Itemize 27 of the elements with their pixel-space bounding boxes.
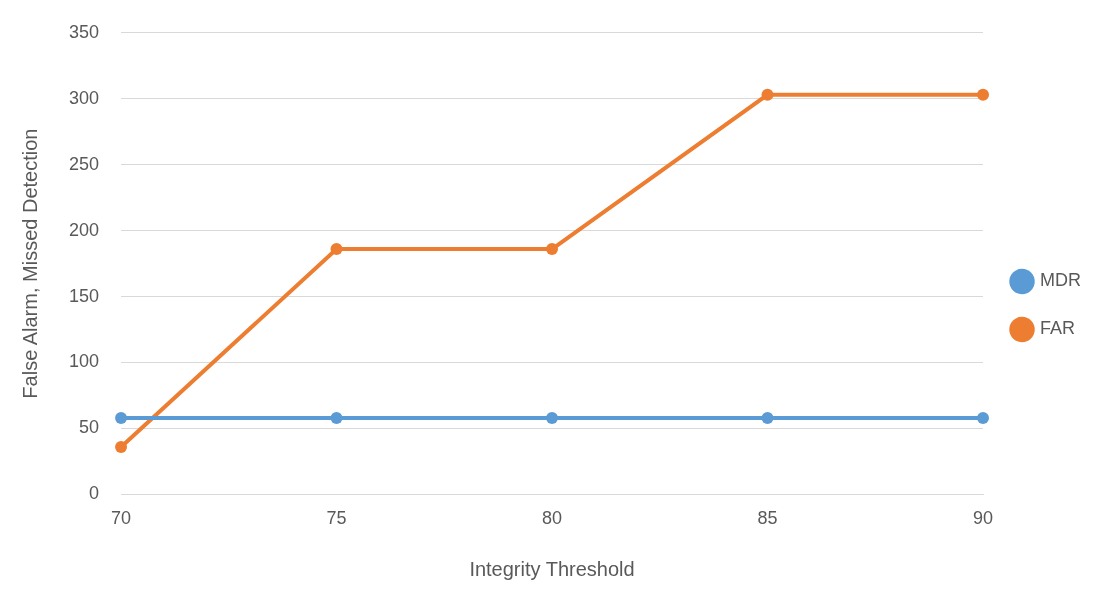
y-tick-label: 200 <box>68 219 100 240</box>
point <box>761 411 774 424</box>
legend-label: MDR <box>1040 270 1082 291</box>
y-tick-label: 50 <box>79 417 100 438</box>
point <box>546 243 559 256</box>
x-axis-title: Integrity Threshold <box>469 557 635 580</box>
x-tick-label: 85 <box>757 508 778 529</box>
y-tick-label: 300 <box>68 87 100 108</box>
y-tick-label: 250 <box>68 153 100 174</box>
point <box>330 243 343 256</box>
y-axis-title: False Alarm, Missed Detection <box>18 128 41 399</box>
legend-label: FAR <box>1040 318 1076 339</box>
point <box>115 440 128 453</box>
y-tick-label: 100 <box>68 351 100 372</box>
x-tick-label: 70 <box>111 508 132 529</box>
point <box>330 411 343 424</box>
y-tick-label: 0 <box>89 483 100 504</box>
point <box>761 88 774 101</box>
point <box>977 411 990 424</box>
point <box>115 411 128 424</box>
y-tick-label: 350 <box>68 21 100 42</box>
x-tick-label: 90 <box>972 508 994 529</box>
point <box>546 411 559 424</box>
x-tick-label: 75 <box>326 508 347 529</box>
x-tick-label: 80 <box>542 508 563 529</box>
y-tick-label: 150 <box>68 285 100 306</box>
point <box>977 88 990 101</box>
